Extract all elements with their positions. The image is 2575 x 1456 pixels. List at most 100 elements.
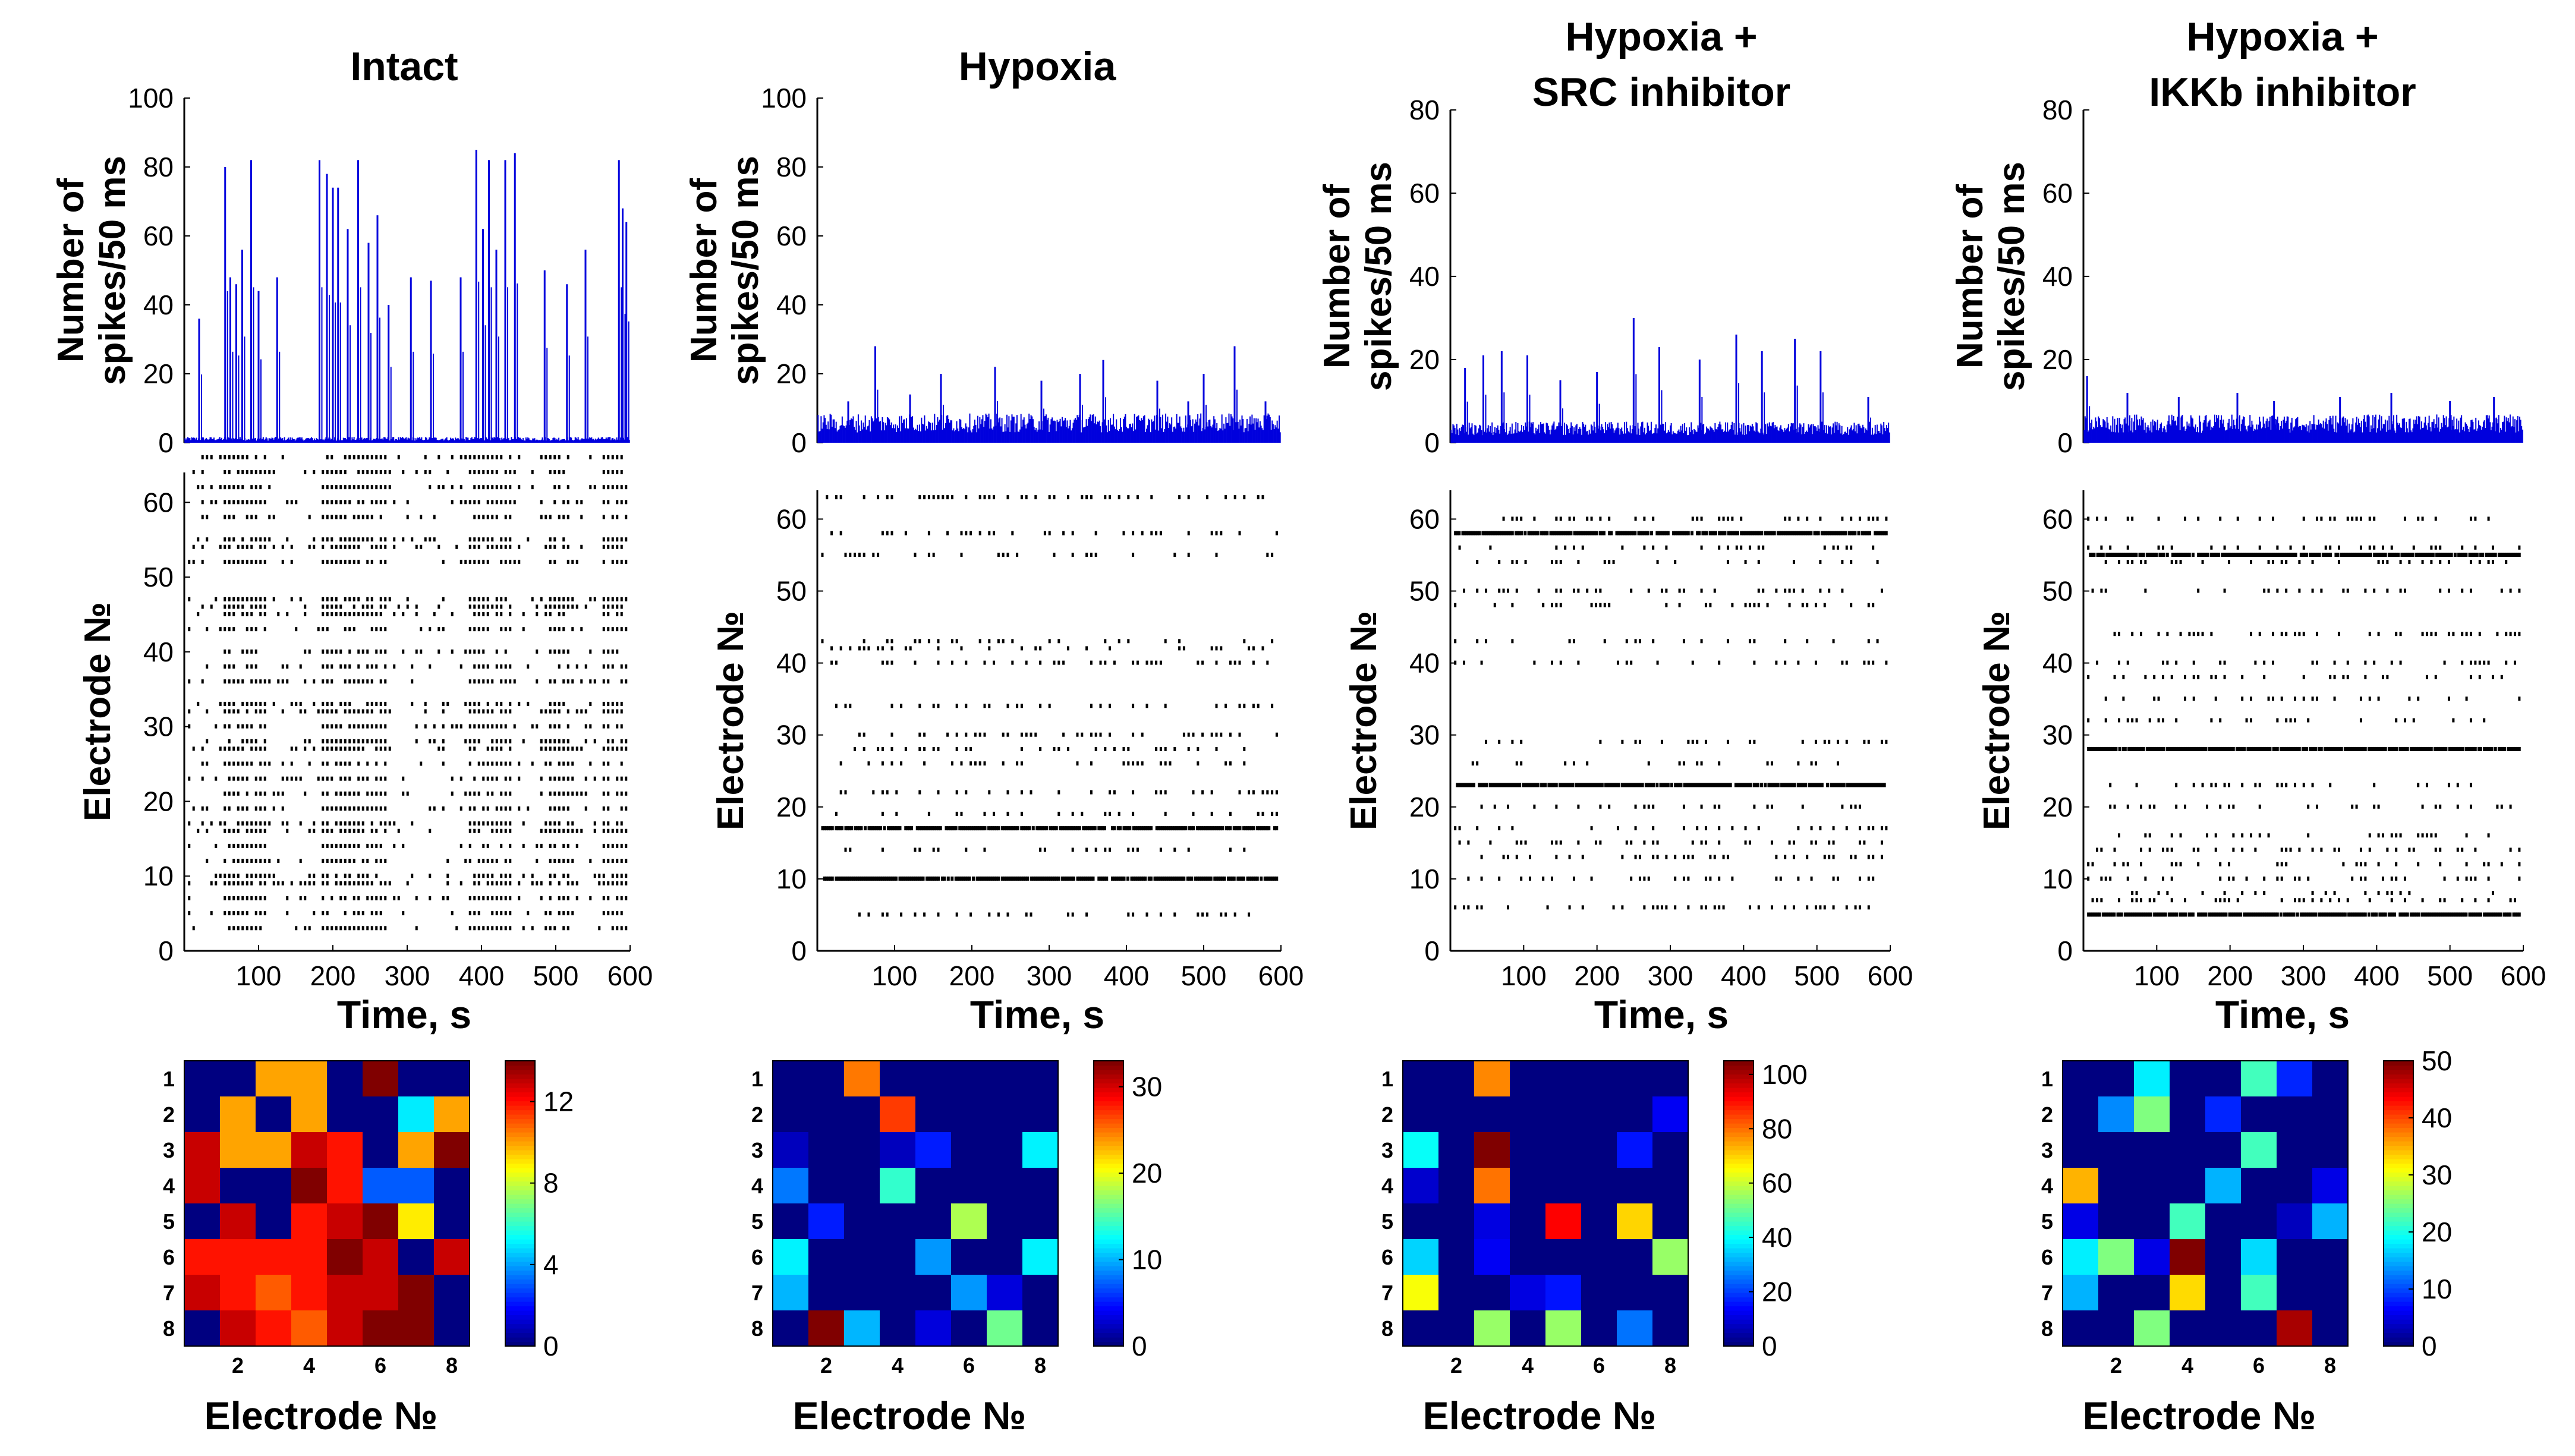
spike xyxy=(1057,660,1060,665)
spike xyxy=(527,701,530,706)
spike xyxy=(1534,783,1538,787)
spike xyxy=(370,911,373,916)
spike xyxy=(620,485,623,490)
spike xyxy=(1082,826,1085,831)
spike xyxy=(602,724,605,729)
colorbar-segment xyxy=(505,1079,535,1084)
spike xyxy=(1700,840,1703,845)
spike xyxy=(477,791,480,796)
spike xyxy=(420,649,423,654)
spike xyxy=(254,896,257,900)
spike xyxy=(482,485,485,490)
spike xyxy=(259,828,262,833)
spike xyxy=(1266,876,1268,881)
spike xyxy=(602,701,605,706)
spike xyxy=(366,597,369,601)
spike xyxy=(1467,840,1470,845)
spike xyxy=(1119,826,1122,831)
spike xyxy=(1178,826,1182,831)
spike xyxy=(540,709,543,714)
heatmap-cell xyxy=(987,1239,1023,1275)
spike xyxy=(991,876,994,881)
y-tick-label: 10 xyxy=(776,863,807,894)
spike xyxy=(1467,905,1470,910)
y-tick-label: 20 xyxy=(1409,344,1440,375)
spike xyxy=(344,515,347,519)
spike xyxy=(536,859,539,863)
spike xyxy=(326,612,329,616)
spike xyxy=(593,874,596,878)
spike xyxy=(1271,704,1274,708)
spike xyxy=(290,701,293,706)
spike xyxy=(1454,603,1457,607)
spike xyxy=(1686,783,1690,787)
colorbar-segment xyxy=(1094,1310,1123,1316)
spike xyxy=(964,826,967,831)
spike xyxy=(304,679,307,684)
spike xyxy=(1085,495,1088,500)
spike xyxy=(339,500,342,505)
spike xyxy=(602,828,605,833)
spike xyxy=(625,664,628,669)
colorbar-segment xyxy=(505,1310,535,1316)
spike xyxy=(1476,905,1479,910)
spike xyxy=(571,828,574,833)
spike xyxy=(895,811,898,816)
spike xyxy=(344,470,347,474)
colorbar-segment xyxy=(505,1252,535,1258)
spike xyxy=(937,746,940,751)
spike xyxy=(344,911,347,916)
heatmap-cell xyxy=(1022,1096,1059,1133)
spike xyxy=(900,704,903,708)
spike xyxy=(1850,855,1853,859)
spike xyxy=(1219,876,1222,881)
spike xyxy=(937,912,940,917)
spike xyxy=(1753,804,1756,809)
colorbar-segment xyxy=(1094,1252,1123,1258)
spike xyxy=(1054,876,1058,881)
spike xyxy=(259,500,262,505)
spike xyxy=(223,597,226,601)
spike xyxy=(486,500,489,505)
colorbar-segment xyxy=(1094,1284,1123,1289)
spike xyxy=(1586,761,1589,766)
spike xyxy=(486,664,489,669)
spike xyxy=(326,746,329,751)
spike xyxy=(1647,761,1650,766)
colorbar-segment xyxy=(1094,1297,1123,1302)
spike xyxy=(245,515,248,519)
spike xyxy=(509,500,512,505)
heatmap-cell xyxy=(434,1310,470,1347)
spike xyxy=(344,597,347,601)
spike xyxy=(997,552,1000,557)
spike xyxy=(1674,783,1677,787)
heatmap-cell xyxy=(363,1168,399,1204)
colorbar-segment xyxy=(505,1101,535,1106)
heatmap-cell xyxy=(256,1168,292,1204)
spike xyxy=(459,664,462,669)
colorbar-segment xyxy=(1094,1275,1123,1280)
spike xyxy=(482,649,485,654)
spike xyxy=(361,926,364,931)
spike xyxy=(988,639,991,644)
spike xyxy=(1722,905,1725,910)
spike xyxy=(299,776,302,781)
spike xyxy=(1039,660,1042,665)
spike xyxy=(553,828,556,833)
spike xyxy=(304,604,307,609)
spike xyxy=(625,828,628,833)
spike xyxy=(1159,746,1162,751)
spike xyxy=(602,843,605,848)
colorbar-segment xyxy=(1094,1105,1123,1111)
spike xyxy=(504,515,507,519)
spike xyxy=(1842,783,1846,787)
spike xyxy=(611,455,614,459)
spike xyxy=(1139,826,1143,831)
spike xyxy=(1085,876,1089,881)
spike xyxy=(250,627,253,632)
spike xyxy=(549,604,552,609)
spike xyxy=(1745,783,1749,787)
spike xyxy=(366,455,369,459)
spike xyxy=(611,664,614,669)
